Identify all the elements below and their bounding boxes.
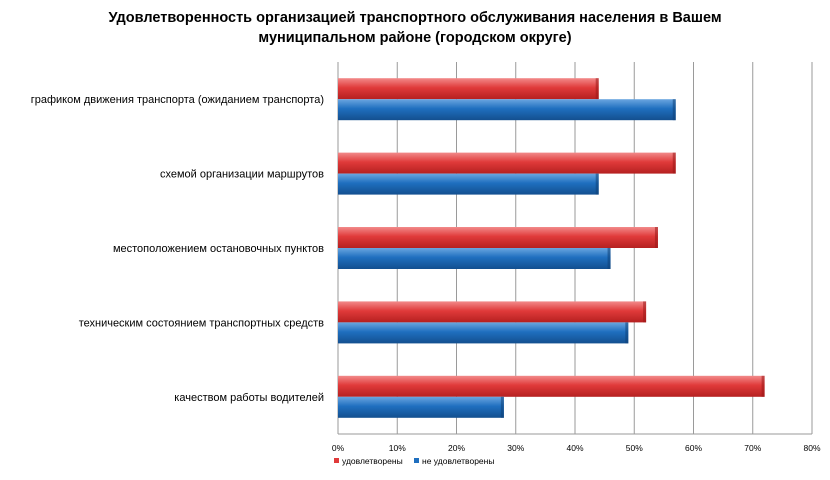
bar-satisfied xyxy=(338,375,765,397)
bar-end-cap xyxy=(607,248,611,269)
x-tick-label: 10% xyxy=(389,443,406,453)
category-labels: графиком движения транспорта (ожиданием … xyxy=(31,94,324,404)
legend: удовлетворены не удовлетворены xyxy=(334,456,494,466)
chart-title-line-2: муниципальном районе (городском округе) xyxy=(258,30,572,46)
bar-end-cap xyxy=(654,227,658,248)
bar-satisfied xyxy=(338,301,647,323)
x-tick-label: 70% xyxy=(744,443,761,453)
bar-end-cap xyxy=(672,99,676,121)
x-tick-labels: 0% 10% 20% 30% 40% 50% 60% 70% 80% xyxy=(332,443,821,453)
grid xyxy=(337,62,813,435)
category-label: техническим состоянием транспортных сред… xyxy=(79,317,324,329)
chart-title-line-1: Удовлетворенность организацией транспорт… xyxy=(108,10,722,26)
legend-label-not-satisfied: не удовлетворены xyxy=(422,456,494,466)
bars xyxy=(338,78,765,418)
bar-end-cap xyxy=(595,78,599,100)
bar-end-cap xyxy=(643,301,647,323)
x-tick-label: 0% xyxy=(332,443,345,453)
chart-title: Удовлетворенность организацией транспорт… xyxy=(40,8,790,48)
bar-not-satisfied xyxy=(338,322,629,344)
legend-label-satisfied: удовлетворены xyxy=(342,456,403,466)
x-tick-label: 80% xyxy=(803,443,820,453)
legend-swatch-not-satisfied xyxy=(414,458,419,463)
legend-swatch-satisfied xyxy=(334,458,339,463)
bar-end-cap xyxy=(595,173,599,195)
bar-not-satisfied xyxy=(338,99,676,121)
x-tick-label: 20% xyxy=(448,443,465,453)
bar-not-satisfied xyxy=(338,173,599,195)
bar-end-cap xyxy=(625,322,629,344)
x-tick-label: 30% xyxy=(507,443,524,453)
bar-satisfied xyxy=(338,152,676,174)
bar-end-cap xyxy=(672,152,676,174)
bar-satisfied xyxy=(338,78,599,100)
x-tick-label: 50% xyxy=(626,443,643,453)
bar-not-satisfied xyxy=(338,396,504,418)
bar-end-cap xyxy=(761,375,765,397)
x-tick-label: 60% xyxy=(685,443,702,453)
category-label: местоположением остановочных пунктов xyxy=(113,243,324,255)
bar-not-satisfied xyxy=(338,248,611,269)
bar-satisfied xyxy=(338,227,658,248)
category-label: схемой организации маршрутов xyxy=(160,169,324,181)
category-label: графиком движения транспорта (ожиданием … xyxy=(31,94,324,106)
x-tick-label: 40% xyxy=(566,443,583,453)
bar-end-cap xyxy=(500,396,504,418)
category-label: качеством работы водителей xyxy=(174,392,324,404)
